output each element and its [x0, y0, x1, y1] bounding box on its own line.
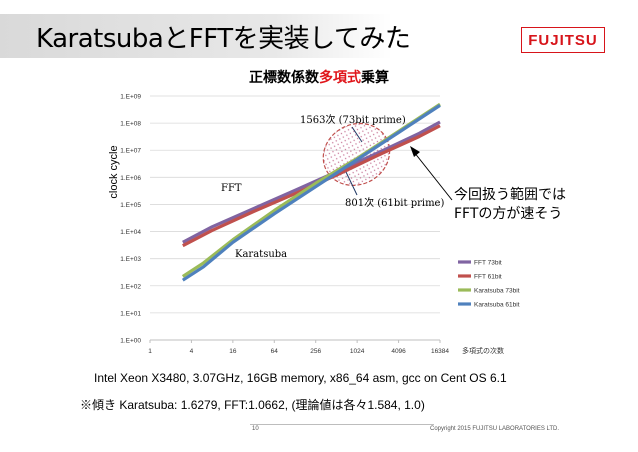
callout-line-2: FFTの方が速そう	[454, 206, 563, 222]
y-tick-label: 1.E+06	[120, 175, 141, 182]
x-axis-title: 多項式の次数	[462, 346, 504, 355]
legend-label: Karatsuba 73bit	[474, 288, 520, 295]
title-band	[0, 14, 392, 58]
chart-title-part-1: 正標数係数	[249, 70, 319, 86]
y-tick-label: 1.E+05	[120, 202, 141, 209]
chart-title-part-2: 多項式	[319, 70, 361, 86]
series-line-3	[181, 104, 441, 282]
slide-title: KaratsubaとFFTを実装してみた	[36, 24, 411, 54]
legend-label: Karatsuba 61bit	[474, 302, 520, 309]
series-line-0	[182, 120, 441, 244]
y-tick-label: 1.E+03	[120, 256, 141, 263]
slope-note: ※傾き Karatsuba: 1.6279, FFT:1.0662, (理論値は…	[80, 398, 425, 412]
legend-label: FFT 61bit	[474, 274, 502, 281]
y-tick-label: 1.E+02	[120, 283, 141, 290]
hardware-info: Intel Xeon X3480, 3.07GHz, 16GB memory, …	[94, 371, 507, 385]
y-tick-label: 1.E+01	[120, 310, 141, 317]
annotation-karatsuba: Karatsuba	[235, 249, 287, 260]
footer-divider	[250, 424, 434, 425]
y-tick-label: 1.E+09	[120, 94, 141, 101]
y-tick-label: 1.E+08	[120, 121, 141, 128]
fujitsu-logo: FUJITSU	[521, 27, 605, 53]
annotation-1563: 1563次 (73bit prime)	[300, 113, 406, 126]
callout-arrow-line	[413, 151, 453, 201]
y-tick-label: 1.E+07	[120, 148, 141, 155]
chart-title-part-3: 乗算	[361, 70, 389, 86]
x-tick-label: 64	[271, 348, 279, 355]
annotation-801: 801次 (61bit prime)	[345, 196, 444, 209]
x-tick-label: 16384	[431, 348, 449, 355]
callout-arrowhead	[410, 146, 420, 157]
legend-label: FFT 73bit	[474, 260, 502, 267]
x-tick-label: 1024	[350, 348, 365, 355]
x-tick-label: 1	[148, 348, 152, 355]
speed-callout: 今回扱う範囲では FFTの方が速そう	[454, 186, 566, 224]
chart-title: 正標数係数多項式乗算	[0, 67, 638, 87]
x-tick-label: 4	[190, 348, 194, 355]
copyright: Copyright 2015 FUJITSU LABORATORIES LTD.	[430, 426, 560, 432]
callout-line-1: 今回扱う範囲では	[454, 187, 566, 203]
y-tick-label: 1.E+00	[120, 338, 141, 345]
annotation-fft: FFT	[221, 183, 242, 194]
page-number: 10	[252, 426, 259, 432]
x-tick-label: 16	[229, 348, 237, 355]
y-tick-label: 1.E+04	[120, 229, 141, 236]
y-axis-title: clock cycle	[108, 145, 120, 198]
arrow-801	[345, 171, 358, 196]
x-tick-label: 256	[310, 348, 321, 355]
arrow-1563	[351, 126, 363, 143]
x-tick-label: 4096	[391, 348, 406, 355]
